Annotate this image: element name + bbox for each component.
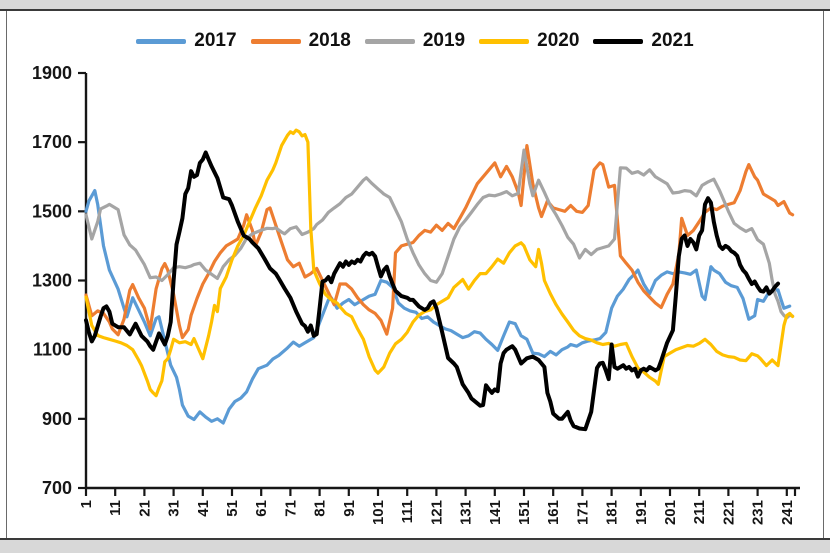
- legend-item-2019: 2019: [364, 30, 466, 52]
- legend-swatch-2020: [479, 38, 530, 44]
- x-tick-label: 71: [282, 500, 299, 517]
- x-tick-label: 151: [516, 500, 533, 525]
- y-tick-label: 1500: [32, 201, 72, 221]
- y-tick-label: 1900: [32, 63, 72, 83]
- x-tick-label: 211: [691, 500, 708, 524]
- x-tick-label: 91: [341, 500, 358, 517]
- y-tick-label: 1100: [33, 340, 72, 360]
- legend-swatch-2021: [593, 38, 644, 44]
- legend-label: 2019: [422, 30, 466, 51]
- legend-label: 2018: [308, 30, 351, 51]
- legend-item-2018: 2018: [250, 30, 351, 52]
- x-tick-label: 1: [78, 500, 95, 508]
- x-tick-label: 161: [545, 500, 562, 525]
- series-line-2017: [84, 189, 792, 425]
- series-line-2019: [84, 148, 795, 320]
- x-tick-label: 191: [633, 500, 650, 525]
- legend: 2017 2018 2019 2020 2021: [0, 30, 830, 52]
- x-tick-label: 11: [107, 500, 124, 516]
- left-frame-line: [6, 11, 7, 538]
- legend-swatch-2017: [136, 38, 187, 44]
- bottom-gray-bar: [0, 538, 830, 553]
- legend-swatch-2018: [250, 38, 301, 44]
- legend-label: 2017: [194, 30, 237, 51]
- x-tick-label: 41: [195, 500, 212, 517]
- y-tick-label: 900: [42, 409, 72, 429]
- x-tick-label: 221: [720, 500, 737, 525]
- legend-swatch-2019: [364, 38, 415, 44]
- legend-label: 2020: [537, 30, 580, 51]
- x-tick-label: 181: [604, 500, 621, 525]
- x-tick-label: 111: [399, 500, 416, 523]
- y-tick-label: 1700: [32, 132, 72, 152]
- legend-label: 2021: [651, 30, 694, 51]
- x-tick-label: 231: [750, 500, 767, 525]
- x-tick-label: 31: [166, 500, 183, 517]
- legend-item-2021: 2021: [593, 30, 694, 52]
- legend-item-2020: 2020: [479, 30, 579, 52]
- x-tick-label: 131: [458, 500, 475, 525]
- legend-item-2017: 2017: [136, 30, 237, 52]
- x-tick-label: 81: [312, 500, 329, 517]
- right-frame-line: [823, 11, 824, 538]
- x-tick-label: 51: [224, 500, 241, 517]
- x-tick-label: 171: [574, 500, 591, 525]
- y-tick-label: 700: [42, 478, 72, 498]
- x-tick-label: 21: [136, 500, 153, 517]
- x-tick-label: 101: [370, 500, 387, 525]
- series-line-2020: [84, 128, 795, 398]
- x-tick-label: 201: [662, 500, 679, 525]
- x-tick-label: 241: [779, 500, 796, 525]
- x-tick-label: 61: [253, 500, 270, 517]
- y-tick-label: 1300: [32, 271, 72, 291]
- x-tick-label: 141: [487, 500, 504, 525]
- x-tick-label: 121: [428, 500, 445, 525]
- top-gray-bar: [0, 0, 830, 11]
- series-line-2021: [84, 150, 780, 432]
